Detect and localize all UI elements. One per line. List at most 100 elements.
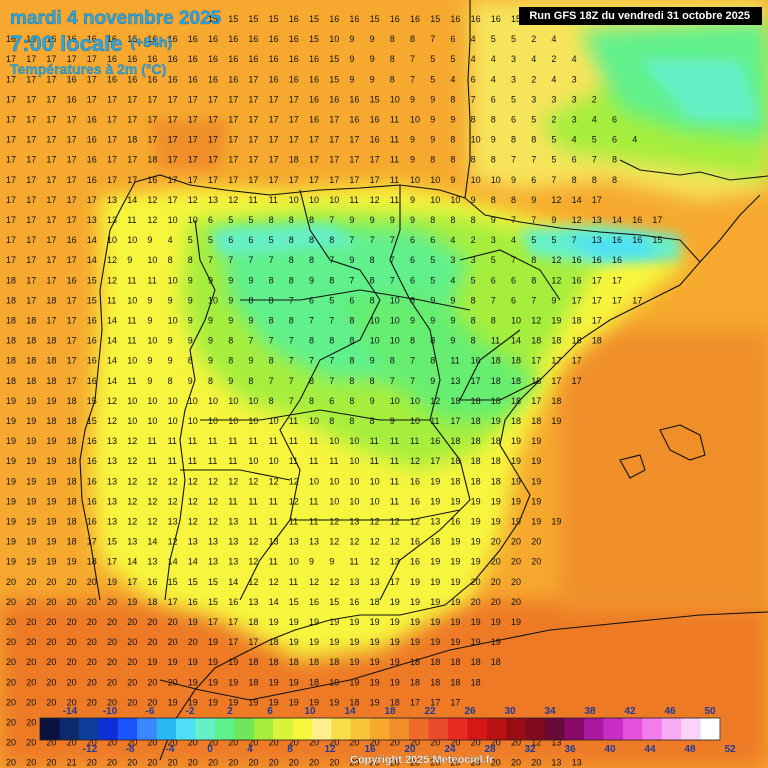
grid-value: 20 <box>289 758 299 768</box>
grid-value: 16 <box>127 34 137 44</box>
grid-value: 20 <box>26 597 36 607</box>
grid-value: 20 <box>26 697 36 707</box>
grid-value: 12 <box>248 577 258 587</box>
grid-value: 9 <box>168 336 173 346</box>
grid-value: 20 <box>6 718 16 728</box>
grid-value: 20 <box>6 637 16 647</box>
grid-value: 11 <box>248 195 257 205</box>
grid-value: 20 <box>6 677 16 687</box>
grid-value: 17 <box>248 135 258 145</box>
grid-value: 13 <box>430 517 440 527</box>
grid-value: 10 <box>147 396 157 406</box>
grid-value: 12 <box>309 577 319 587</box>
grid-value: 10 <box>390 94 400 104</box>
grid-value: 20 <box>511 758 521 768</box>
grid-value: 20 <box>491 597 501 607</box>
grid-value: 11 <box>147 436 156 446</box>
grid-value: 19 <box>329 637 339 647</box>
grid-value: 17 <box>67 175 77 185</box>
grid-value: 9 <box>208 356 213 366</box>
grid-value: 18 <box>491 456 501 466</box>
grid-value: 17 <box>87 537 97 547</box>
grid-value: 18 <box>491 436 501 446</box>
grid-value: 17 <box>147 115 157 125</box>
grid-value: 20 <box>168 617 178 627</box>
grid-value: 20 <box>107 657 117 667</box>
grid-value: 11 <box>390 155 399 165</box>
grid-value: 10 <box>390 396 400 406</box>
grid-value: 11 <box>309 496 318 506</box>
grid-value: 16 <box>168 54 178 64</box>
grid-value: 19 <box>349 637 359 647</box>
grid-value: 20 <box>269 758 279 768</box>
grid-value: 8 <box>349 336 354 346</box>
grid-value: 8 <box>450 94 455 104</box>
grid-value: 8 <box>491 115 496 125</box>
legend-top-label: 38 <box>584 706 596 717</box>
grid-value: 9 <box>309 275 314 285</box>
grid-value: 19 <box>370 617 380 627</box>
grid-value: 2 <box>551 115 556 125</box>
grid-value: 12 <box>370 557 380 567</box>
grid-value: 16 <box>87 175 97 185</box>
grid-value: 7 <box>370 235 375 245</box>
grid-value: 18 <box>450 396 460 406</box>
grid-value: 11 <box>228 496 237 506</box>
grid-value: 18 <box>450 456 460 466</box>
grid-value: 8 <box>511 195 516 205</box>
grid-value: 5 <box>329 295 334 305</box>
grid-value: 4 <box>450 74 455 84</box>
grid-value: 20 <box>67 697 77 707</box>
grid-value: 10 <box>511 316 521 326</box>
grid-value: 8 <box>309 215 314 225</box>
grid-value: 9 <box>248 275 253 285</box>
grid-value: 8 <box>450 135 455 145</box>
grid-value: 16 <box>309 597 319 607</box>
grid-value: 13 <box>349 577 359 587</box>
grid-value: 8 <box>269 396 274 406</box>
grid-value: 9 <box>430 316 435 326</box>
grid-value: 12 <box>107 396 117 406</box>
grid-value: 13 <box>390 557 400 567</box>
grid-value: 9 <box>370 74 375 84</box>
grid-value: 16 <box>450 517 460 527</box>
grid-value: 11 <box>269 557 278 567</box>
grid-value: 16 <box>127 74 137 84</box>
grid-value: 13 <box>107 195 117 205</box>
grid-value: 18 <box>471 657 481 667</box>
grid-value: 20 <box>67 617 77 627</box>
grid-value: 12 <box>551 255 561 265</box>
grid-value: 8 <box>531 135 536 145</box>
grid-value: 17 <box>87 94 97 104</box>
grid-value: 16 <box>67 94 77 104</box>
grid-value: 12 <box>188 517 198 527</box>
grid-value: 20 <box>471 577 481 587</box>
grid-value: 11 <box>248 496 257 506</box>
grid-value: 11 <box>289 456 298 466</box>
grid-value: 18 <box>67 396 77 406</box>
grid-value: 11 <box>390 456 399 466</box>
grid-value: 6 <box>511 295 516 305</box>
grid-value: 20 <box>127 657 137 667</box>
grid-value: 6 <box>349 295 354 305</box>
grid-value: 8 <box>349 396 354 406</box>
grid-value: 17 <box>46 175 56 185</box>
grid-value: 5 <box>551 135 556 145</box>
grid-value: 11 <box>390 476 399 486</box>
grid-value: 17 <box>168 175 178 185</box>
grid-value: 20 <box>26 577 36 587</box>
grid-value: 12 <box>107 275 117 285</box>
grid-value: 17 <box>6 54 16 64</box>
grid-value: 20 <box>491 577 501 587</box>
grid-value: 20 <box>188 758 198 768</box>
grid-value: 12 <box>127 476 137 486</box>
grid-value: 18 <box>349 697 359 707</box>
grid-value: 10 <box>390 336 400 346</box>
grid-value: 19 <box>370 697 380 707</box>
grid-value: 10 <box>168 416 178 426</box>
grid-value: 8 <box>471 316 476 326</box>
grid-value: 8 <box>370 255 375 265</box>
grid-value: 16 <box>471 356 481 366</box>
grid-value: 14 <box>127 557 137 567</box>
grid-value: 18 <box>410 677 420 687</box>
